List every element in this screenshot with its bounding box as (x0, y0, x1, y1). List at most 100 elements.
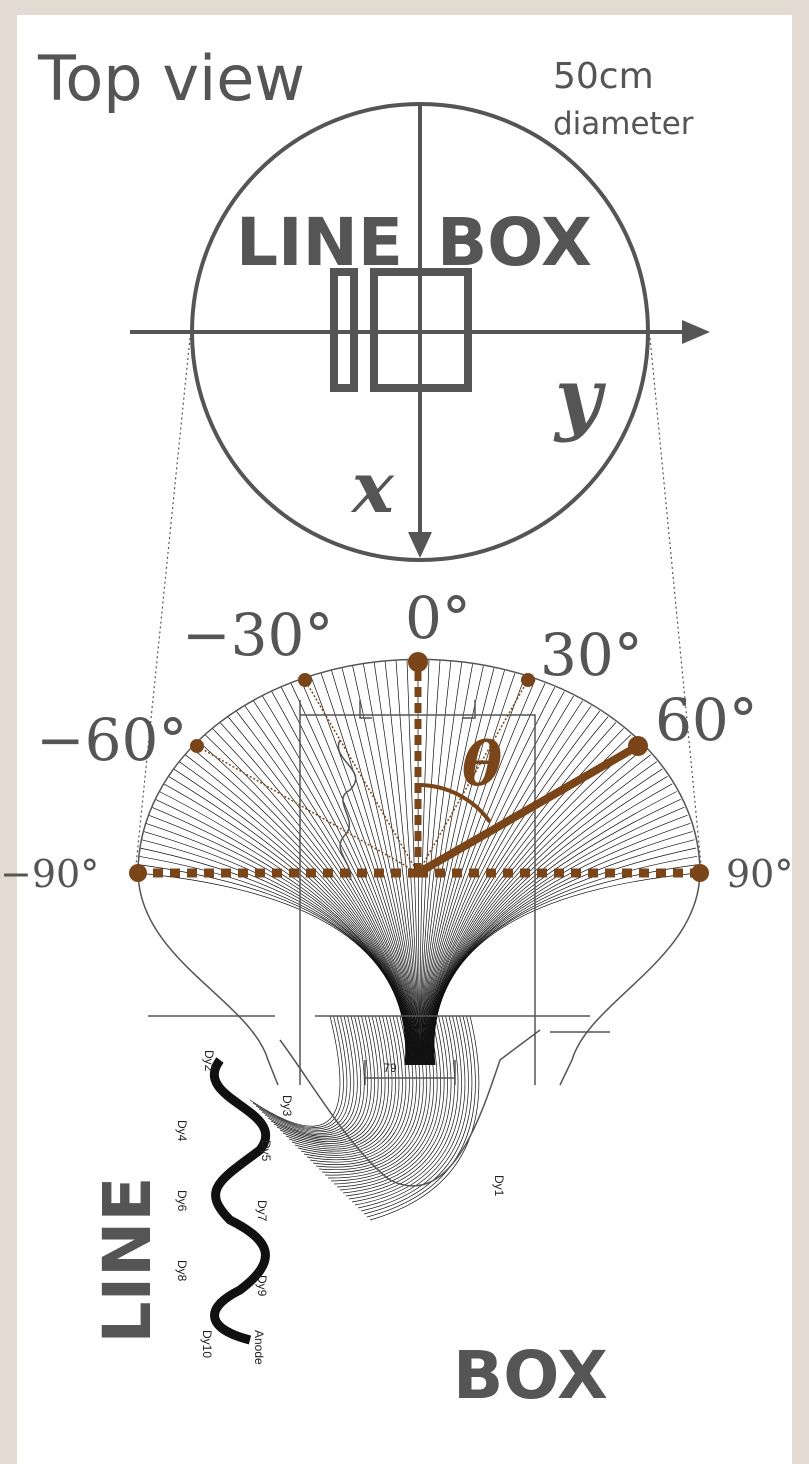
trajectory (270, 1015, 365, 1137)
trajectory (285, 1015, 382, 1146)
trajectory (345, 1015, 452, 1197)
trajectory (227, 716, 414, 1066)
trajectory (267, 1015, 362, 1136)
dynode-label: Dy3 (280, 1095, 294, 1117)
trajectory (300, 1015, 400, 1156)
trajectory (253, 700, 415, 1066)
dynode-label: Dy8 (175, 1260, 189, 1282)
trajectory (342, 1015, 448, 1194)
trajectory (315, 1015, 417, 1168)
label: BOX (453, 1337, 608, 1414)
label: LINE (236, 204, 403, 281)
title: Top view (37, 42, 305, 115)
trajectory (422, 670, 505, 1066)
panel (17, 15, 792, 1464)
trajectory (294, 1015, 393, 1152)
trajectory (168, 776, 411, 1066)
trajectory (204, 734, 413, 1066)
trajectory (424, 687, 556, 1066)
trajectory (197, 740, 412, 1066)
trajectory (421, 664, 473, 1066)
dynode-label: Dy1 (492, 1175, 506, 1197)
trajectory (262, 695, 415, 1066)
trajectory (421, 665, 484, 1066)
trajectory (433, 872, 699, 1066)
dynode-labels: Dy1 Dy2 Dy3 Dy4 Dy5 Dy6 Dy7 Dy8 Dy9 Dy10 Anode (175, 1050, 506, 1365)
trajectory (310, 676, 417, 1066)
trajectory (279, 1015, 376, 1142)
trajectory (363, 664, 419, 1066)
trajectory (276, 1015, 372, 1141)
trajectory (369, 1015, 480, 1221)
trajectory (420, 661, 452, 1066)
trajectory (184, 754, 412, 1066)
trajectory (330, 1015, 435, 1182)
dynode-label: Dy10 (200, 1330, 214, 1358)
trajectory (419, 660, 430, 1066)
trajectory (423, 683, 546, 1066)
trajectory (321, 1015, 424, 1173)
trajectory (348, 1015, 455, 1200)
size-note: diameter (553, 106, 694, 142)
trajectory (291, 1015, 389, 1150)
angle: −90° (0, 852, 99, 896)
trajectory (406, 660, 420, 1066)
trajectory (360, 1015, 469, 1212)
fan (137, 659, 699, 1221)
dynode-label: Dy7 (255, 1200, 269, 1222)
trajectory (422, 673, 516, 1066)
trajectory (303, 1015, 403, 1158)
label: BOX (437, 204, 592, 281)
size: 50cm (553, 56, 654, 97)
trajectory (280, 687, 416, 1066)
trajectory (312, 1015, 414, 1165)
top-view (130, 102, 690, 562)
trajectory (336, 1015, 442, 1188)
trajectory (288, 1015, 386, 1148)
trajectory (235, 710, 414, 1066)
trajectory (261, 1015, 355, 1133)
trajectory (324, 1015, 428, 1176)
pmt (137, 658, 701, 1187)
trajectory (297, 1015, 396, 1154)
dynode-label: Dy5 (259, 1140, 273, 1162)
label: LINE (89, 1177, 166, 1344)
trajectory (252, 1015, 344, 1128)
angle: −60° (36, 706, 187, 774)
trajectory (331, 670, 418, 1066)
trajectory (271, 691, 416, 1066)
trajectory (264, 1015, 358, 1134)
trajectory (173, 768, 411, 1066)
dynode-chain (209, 1057, 271, 1345)
trajectory (249, 1015, 341, 1127)
trajectory (309, 1015, 410, 1163)
angle: 0° (405, 584, 471, 652)
trajectory (352, 665, 419, 1066)
trajectory (341, 667, 418, 1066)
trajectory (354, 1015, 462, 1206)
dynode-label: Dy9 (255, 1275, 269, 1297)
angle: 90° (726, 852, 793, 896)
trajectory (425, 700, 583, 1066)
trajectory (395, 660, 420, 1066)
trajectory (351, 1015, 459, 1203)
trajectory (327, 1015, 431, 1179)
trajectory (258, 1015, 351, 1131)
trajectory (357, 1015, 466, 1209)
axis-label: y (553, 350, 607, 444)
trajectory (320, 673, 417, 1066)
angle: 60° (655, 686, 758, 754)
trajectory (306, 1015, 407, 1161)
trajectory (426, 722, 617, 1066)
trajectory (363, 1015, 473, 1215)
trajectory (143, 831, 408, 1066)
dimension: 79 (383, 1061, 397, 1075)
trajectory (366, 1015, 476, 1218)
trajectory (333, 1015, 438, 1185)
dynode-label: Dy6 (175, 1190, 189, 1212)
theta: θ (462, 730, 502, 800)
axis-label: x (350, 446, 395, 529)
trajectory (139, 847, 407, 1066)
angle: −30° (182, 601, 333, 669)
